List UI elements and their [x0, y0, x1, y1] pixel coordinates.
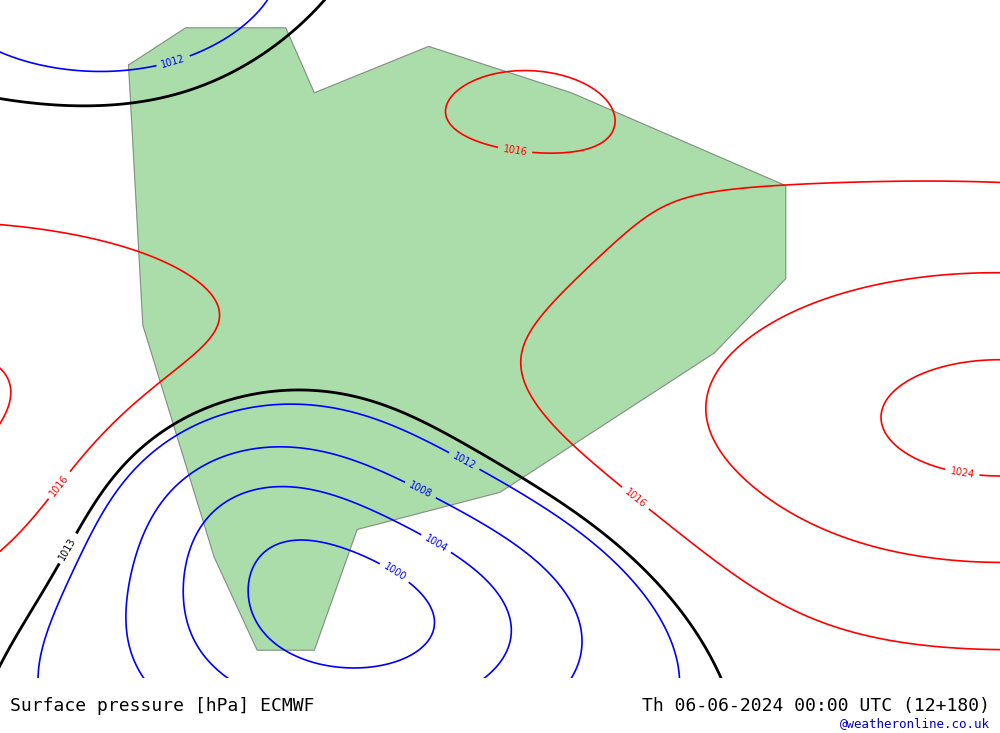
Text: 1000: 1000	[382, 561, 408, 583]
Text: Surface pressure [hPa] ECMWF: Surface pressure [hPa] ECMWF	[10, 697, 314, 715]
Text: 1012: 1012	[451, 451, 477, 471]
Text: Th 06-06-2024 00:00 UTC (12+180): Th 06-06-2024 00:00 UTC (12+180)	[642, 697, 990, 715]
Polygon shape	[129, 28, 786, 650]
Text: 1008: 1008	[407, 480, 434, 500]
Text: 1013: 1013	[57, 535, 78, 561]
Text: 1016: 1016	[48, 473, 71, 498]
Text: 1004: 1004	[423, 533, 449, 554]
Text: 1024: 1024	[949, 466, 975, 480]
Text: 1016: 1016	[623, 487, 648, 509]
Text: 1016: 1016	[502, 144, 528, 157]
Text: @weatheronline.co.uk: @weatheronline.co.uk	[840, 718, 990, 730]
Text: 1012: 1012	[160, 53, 187, 70]
